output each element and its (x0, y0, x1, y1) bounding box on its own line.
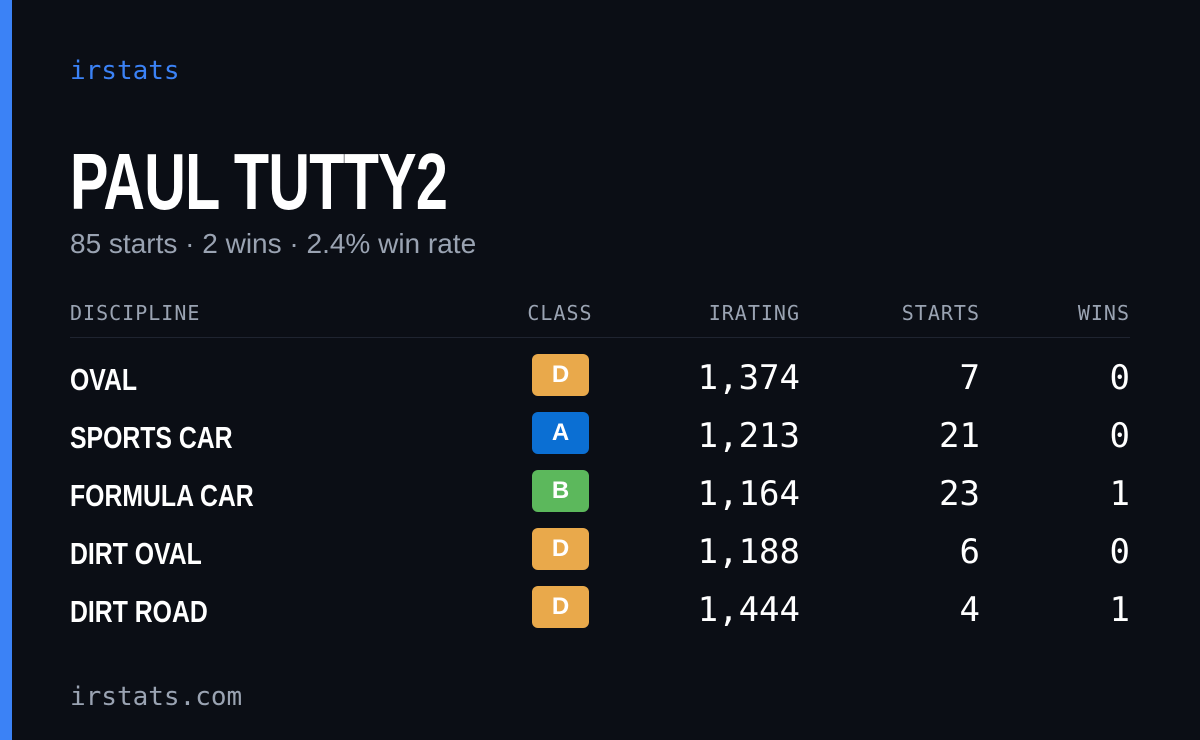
discipline: DIRT ROAD (70, 594, 208, 629)
column-header: IRATING (708, 301, 800, 325)
irating-value: 1,188 (697, 532, 800, 572)
wins-value: 0 (1109, 358, 1130, 398)
header-rule (70, 337, 1130, 338)
wins-value: 1 (1109, 590, 1130, 630)
discipline: FORMULA CAR (70, 478, 254, 513)
discipline: SPORTS CAR (70, 420, 233, 455)
column-header: DISCIPLINE (70, 301, 201, 325)
brand: irstats (70, 56, 180, 86)
class-badge: A (532, 412, 589, 454)
player-name: PAUL TUTTY2 (70, 137, 448, 226)
irating-value: 1,164 (697, 474, 800, 514)
discipline: DIRT OVAL (70, 536, 202, 571)
class-badge: B (532, 470, 589, 512)
footer-url: irstats.com (70, 682, 243, 712)
wins-value: 1 (1109, 474, 1130, 514)
subtitle: 85 starts · 2 wins · 2.4% win rate (70, 228, 477, 259)
accent-bar (0, 0, 12, 740)
wins-value: 0 (1109, 416, 1130, 456)
class-badge: D (532, 528, 589, 570)
wins-value: 0 (1109, 532, 1130, 572)
starts-value: 7 (959, 358, 980, 398)
irating-value: 1,374 (697, 358, 800, 398)
starts-value: 23 (939, 474, 980, 514)
column-header: CLASS (527, 301, 593, 325)
starts-value: 6 (959, 532, 980, 572)
class-badge: D (532, 354, 589, 396)
irating-value: 1,213 (697, 416, 800, 456)
class-badge: D (532, 586, 589, 628)
column-header: STARTS (901, 301, 980, 325)
irating-value: 1,444 (697, 590, 800, 630)
starts-value: 4 (959, 590, 980, 630)
discipline: OVAL (70, 362, 138, 397)
starts-value: 21 (939, 416, 980, 456)
column-header: WINS (1077, 301, 1130, 325)
